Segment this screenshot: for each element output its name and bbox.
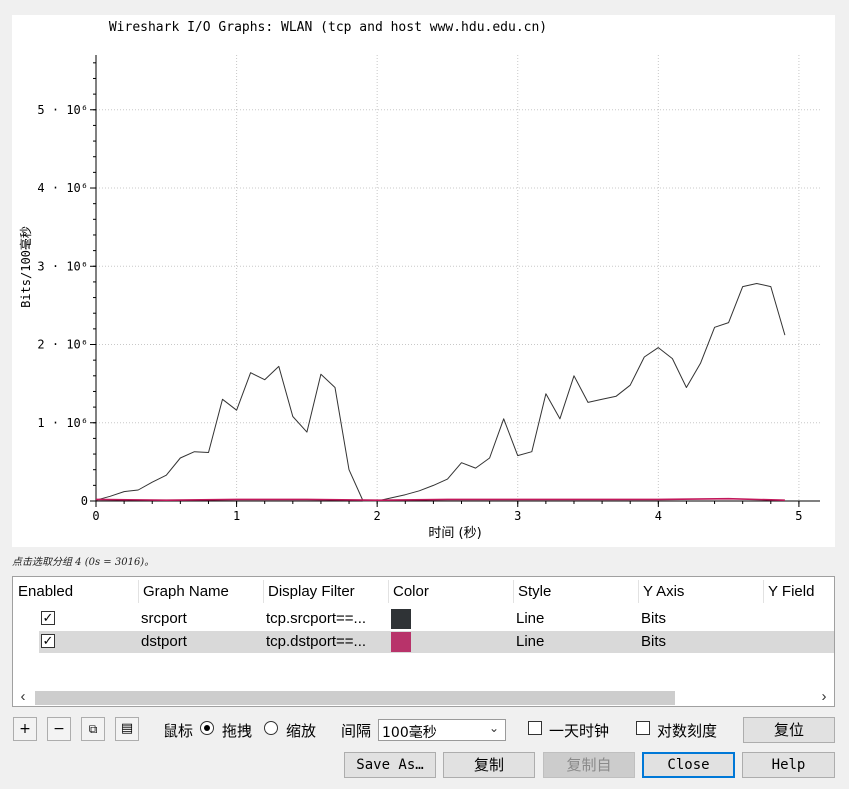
col-header-graph-name[interactable]: Graph Name	[143, 583, 229, 600]
col-header-y-field[interactable]: Y Field	[768, 583, 815, 600]
y-tick-label: 4 · 10⁶	[37, 181, 88, 195]
color-swatch[interactable]	[391, 632, 411, 652]
color-swatch[interactable]	[391, 609, 411, 629]
series-line-srcport	[95, 283, 786, 502]
x-tick-label: 1	[233, 509, 240, 523]
x-axis-label: 时间 (秒)	[428, 526, 481, 541]
log-scale-label[interactable]: 对数刻度	[657, 722, 718, 740]
col-header-y-axis[interactable]: Y Axis	[643, 583, 685, 600]
io-graph-chart[interactable]: Wireshark I/O Graphs: WLAN (tcp and host…	[12, 15, 835, 547]
drag-label[interactable]: 拖拽	[222, 722, 253, 740]
zoom-label[interactable]: 缩放	[286, 722, 317, 740]
y-tick-label: 1 · 10⁶	[37, 416, 88, 430]
graph-name-cell[interactable]: srcport	[141, 610, 187, 627]
chevron-down-icon: ⌄	[488, 721, 499, 735]
scrollbar-thumb[interactable]	[35, 691, 675, 705]
status-text: 点击选取分组 4 (0s = 3016)。	[12, 557, 155, 568]
remove-graph-button[interactable]: −	[47, 717, 71, 741]
log-scale-checkbox[interactable]	[636, 721, 650, 735]
mouse-mode-label: 鼠标	[163, 722, 194, 740]
zoom-radio[interactable]	[264, 721, 278, 735]
time-of-day-checkbox[interactable]	[528, 721, 542, 735]
y-axis-cell[interactable]: Bits	[641, 633, 667, 650]
col-header-enabled[interactable]: Enabled	[18, 583, 74, 600]
copy-graph-button[interactable]: ⧉	[81, 717, 105, 741]
y-axis-cell[interactable]: Bits	[641, 610, 667, 627]
y-tick-label: 5 · 10⁶	[37, 103, 88, 117]
y-tick-label: 0	[81, 494, 88, 508]
close-button[interactable]: Close	[642, 752, 735, 778]
table-row-dstport[interactable]: ✓ dstport tcp.dstport==... Line Bits	[39, 631, 834, 653]
col-header-color[interactable]: Color	[393, 583, 429, 600]
x-tick-label: 3	[514, 509, 521, 523]
y-tick-label: 2 · 10⁶	[37, 338, 88, 352]
graph-name-cell[interactable]: dstport	[141, 633, 187, 650]
col-header-display-filter[interactable]: Display Filter	[268, 583, 355, 600]
table-row-srcport[interactable]: ✓ srcport tcp.srcport==... Line Bits	[39, 608, 834, 630]
style-cell[interactable]: Line	[516, 610, 545, 627]
add-graph-button[interactable]: +	[13, 717, 37, 741]
clear-graphs-button[interactable]: ▤	[115, 717, 139, 741]
x-tick-label: 2	[374, 509, 381, 523]
display-filter-cell[interactable]: tcp.dstport==...	[266, 633, 367, 650]
enabled-checkbox[interactable]: ✓	[41, 610, 55, 625]
copy-button[interactable]: 复制	[443, 752, 535, 778]
col-header-style[interactable]: Style	[518, 583, 552, 600]
style-cell[interactable]: Line	[516, 633, 545, 650]
horizontal-scrollbar[interactable]: ‹ ›	[13, 688, 834, 706]
enabled-checkbox[interactable]: ✓	[41, 633, 55, 648]
interval-select[interactable]: 100毫秒 ⌄	[378, 719, 506, 741]
x-tick-label: 0	[92, 509, 99, 523]
scroll-right-icon[interactable]: ›	[821, 688, 827, 705]
chart-title: Wireshark I/O Graphs: WLAN (tcp and host…	[109, 20, 547, 35]
interval-label: 间隔	[341, 722, 372, 740]
x-tick-label: 4	[655, 509, 662, 523]
help-button[interactable]: Help	[742, 752, 835, 778]
interval-value: 100毫秒	[382, 725, 437, 741]
series-line-dstport	[95, 497, 785, 502]
y-tick-label: 3 · 10⁶	[37, 259, 88, 273]
graphs-table[interactable]: Enabled Graph Name Display Filter Color …	[12, 576, 835, 707]
drag-radio[interactable]	[200, 721, 214, 735]
copy-from-button[interactable]: 复制自	[543, 752, 635, 778]
table-header: Enabled Graph Name Display Filter Color …	[13, 577, 834, 607]
reset-button[interactable]: 复位	[743, 717, 835, 743]
display-filter-cell[interactable]: tcp.srcport==...	[266, 610, 367, 627]
time-of-day-label[interactable]: 一天时钟	[549, 722, 610, 740]
scroll-left-icon[interactable]: ‹	[20, 688, 26, 705]
chart-svg: Wireshark I/O Graphs: WLAN (tcp and host…	[18, 20, 820, 541]
y-axis-label: Bits/100毫秒	[18, 226, 33, 308]
save-as-button[interactable]: Save As…	[344, 752, 436, 778]
x-tick-label: 5	[795, 509, 802, 523]
